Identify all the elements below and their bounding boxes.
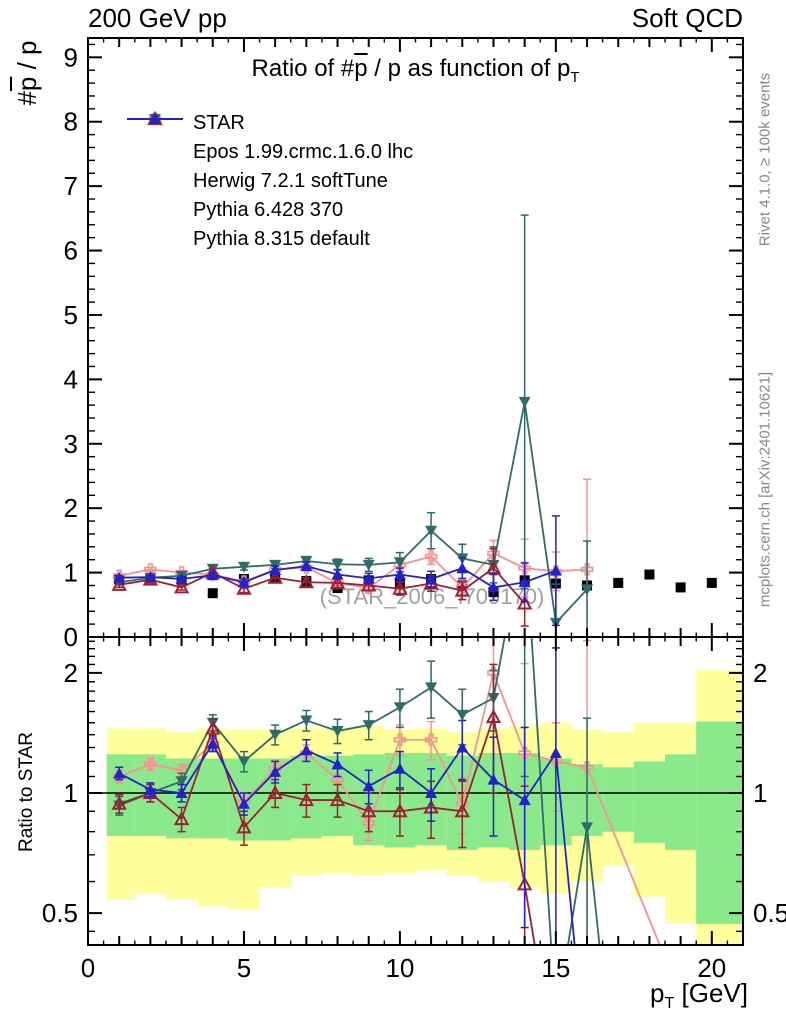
svg-text:3: 3 bbox=[64, 429, 78, 459]
svg-text:5: 5 bbox=[237, 953, 251, 983]
ratio-series-pythia bbox=[113, 647, 576, 945]
mcplots-reference-note: mcplots.cern.ch [arXiv:2401.10621] bbox=[756, 371, 774, 608]
svg-text:1: 1 bbox=[64, 558, 78, 588]
epos-marker-icon bbox=[125, 112, 185, 163]
process-group-label: Soft QCD bbox=[631, 3, 743, 33]
svg-text:9: 9 bbox=[64, 42, 78, 72]
svg-text:2: 2 bbox=[64, 493, 78, 523]
svg-text:0.5: 0.5 bbox=[753, 898, 786, 928]
svg-text:0: 0 bbox=[81, 953, 95, 983]
uncertainty-bands bbox=[106, 670, 743, 944]
inner-uncertainty-band-bin bbox=[602, 767, 634, 832]
inner-uncertainty-band-bin bbox=[197, 758, 229, 839]
svg-text:1: 1 bbox=[753, 778, 767, 808]
main-y-axis-title: #p / p bbox=[12, 40, 42, 106]
legend-item-pythia8: Pythia 8.315 default bbox=[125, 113, 413, 254]
legend-item-pythia6: Pythia 6.428 370 bbox=[125, 110, 413, 225]
legend: STAR Epos 1.99.crmc.1.6.0 lhc Herwig 7.2… bbox=[125, 109, 413, 254]
svg-text:0: 0 bbox=[64, 622, 78, 652]
svg-text:1: 1 bbox=[64, 778, 78, 808]
svg-text:2: 2 bbox=[64, 658, 78, 688]
svg-text:15: 15 bbox=[541, 953, 570, 983]
svg-text:0.5: 0.5 bbox=[42, 898, 78, 928]
legend-item-epos: Epos 1.99.crmc.1.6.0 lhc bbox=[125, 112, 413, 167]
svg-text:2: 2 bbox=[753, 658, 767, 688]
svg-text:5: 5 bbox=[64, 300, 78, 330]
main-series-pythia bbox=[113, 515, 562, 627]
svg-text:7: 7 bbox=[64, 171, 78, 201]
plot-title: Ratio of #p / p as function of pT bbox=[251, 55, 580, 86]
inner-uncertainty-band-bin bbox=[696, 721, 743, 924]
pythia8-marker-icon bbox=[125, 113, 185, 250]
main-series-epos bbox=[112, 478, 594, 637]
axis-ticks bbox=[88, 38, 743, 945]
pythia6-marker-icon bbox=[125, 110, 185, 221]
svg-text:6: 6 bbox=[64, 236, 78, 266]
svg-text:20: 20 bbox=[697, 953, 726, 983]
svg-text:10: 10 bbox=[385, 953, 414, 983]
x-axis-title: pT [GeV] bbox=[649, 978, 748, 1013]
svg-text:8: 8 bbox=[64, 107, 78, 137]
rivet-version-note: Rivet 4.1.0, ≥ 100k events bbox=[756, 72, 774, 247]
svg-text:4: 4 bbox=[64, 364, 78, 394]
legend-item-herwig: Herwig 7.2.1 softTune bbox=[125, 114, 413, 196]
inner-uncertainty-band-bin bbox=[665, 754, 697, 850]
beam-energy-label: 200 GeV pp bbox=[88, 3, 227, 33]
herwig-marker-icon bbox=[125, 114, 185, 192]
ratio-y-axis-title: Ratio to STAR bbox=[16, 731, 37, 853]
inner-uncertainty-band-bin bbox=[633, 761, 666, 843]
